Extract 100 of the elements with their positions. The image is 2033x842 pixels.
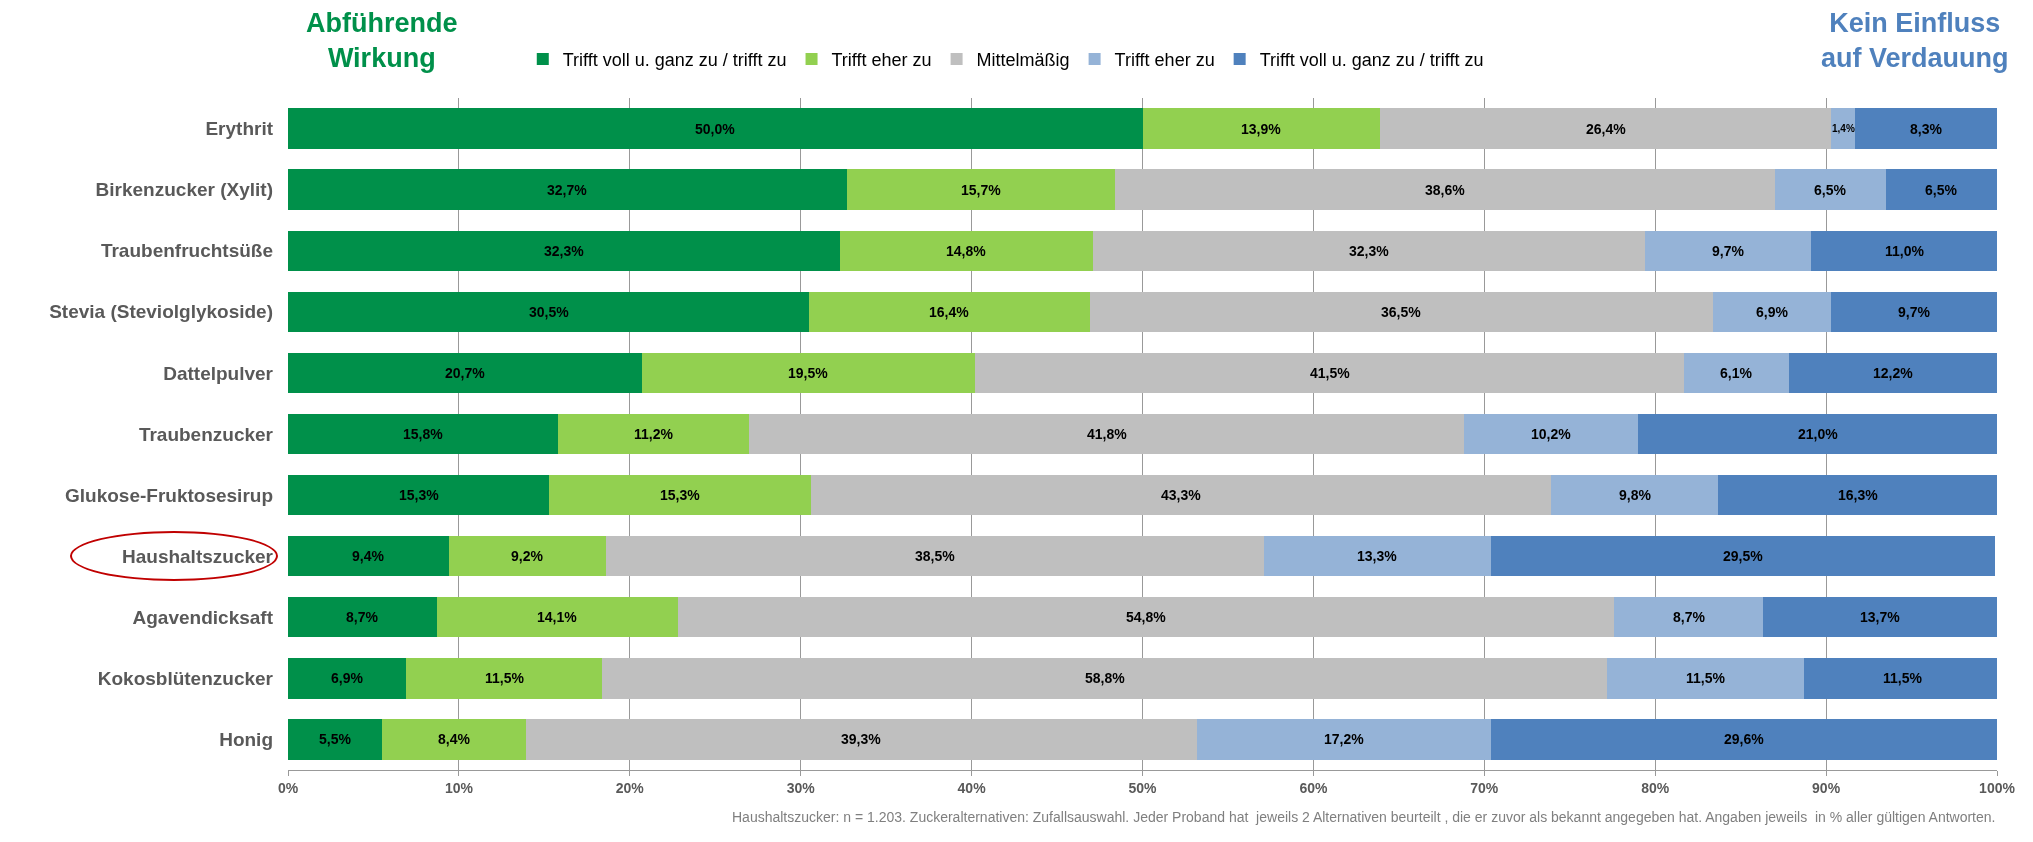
bar	[975, 352, 1685, 394]
x-tick-label: 0%	[277, 779, 299, 796]
data-label: 6,5%	[1925, 182, 1958, 198]
x-tick-label: 20%	[615, 779, 645, 796]
bar	[288, 597, 437, 638]
y-tick-label: Stevia (Steviolglykoside)	[49, 301, 273, 323]
data-label: 11,2%	[634, 426, 674, 442]
data-label: 6,9%	[331, 670, 364, 686]
bar	[549, 474, 811, 516]
data-label: 8,4%	[438, 731, 471, 747]
bar	[1380, 108, 1832, 149]
data-label: 9,7%	[1712, 243, 1745, 259]
data-label: 14,8%	[946, 243, 987, 259]
y-tick-label: Haushaltszucker	[121, 545, 274, 567]
bar	[1197, 719, 1492, 760]
y-tick-label: Dattelpulver	[163, 362, 274, 384]
data-label: 9,2%	[511, 548, 544, 564]
data-label: 15,7%	[961, 182, 1002, 198]
x-tick-label: 90%	[1812, 779, 1841, 796]
data-label: 54,8%	[1126, 609, 1167, 625]
data-label: 39,3%	[841, 731, 882, 747]
legend-label: Trifft voll u. ganz zu / trifft zu	[562, 50, 787, 71]
data-label: 8,7%	[1673, 609, 1706, 625]
data-label: 8,3%	[1910, 121, 1943, 137]
text: Abführende Wirkung	[306, 8, 458, 74]
bar	[810, 474, 1551, 516]
x-tick-label: 30%	[786, 779, 816, 796]
bar	[602, 658, 1608, 699]
data-label: 13,3%	[1357, 548, 1398, 564]
text: Haushaltszucker: n = 1.203. Zuckeralternativen: Zufallsauswahl. Jeder Proband hat jeweils 2 Alternativen beurteilt , die er zuvor als bekannt angegeben hat. Angaben jeweils in % aller gültigen Antworten.	[732, 809, 1996, 825]
bar	[288, 108, 1143, 149]
data-label: 15,3%	[399, 487, 440, 503]
y-tick-label: Erythrit	[205, 118, 274, 140]
bar	[840, 230, 1093, 271]
bar	[1263, 536, 1492, 577]
data-label: 41,5%	[1310, 365, 1351, 381]
bar	[382, 719, 526, 760]
data-label: 15,3%	[660, 487, 701, 503]
data-label: 32,7%	[547, 182, 588, 198]
bar	[1885, 169, 1997, 210]
bar	[558, 413, 750, 455]
bar	[1855, 108, 1997, 149]
data-label: 9,4%	[352, 548, 385, 564]
data-label: 19,5%	[788, 365, 829, 381]
data-label: 11,0%	[1885, 243, 1925, 259]
data-label: 32,3%	[544, 243, 585, 259]
bar	[1638, 413, 1997, 455]
y-tick-label: Agavendicksaft	[132, 606, 274, 628]
bar	[1718, 474, 1997, 516]
data-label: 11,5%	[1883, 670, 1923, 686]
data-label: 6,5%	[1814, 182, 1847, 198]
data-label: 36,5%	[1381, 304, 1422, 320]
x-tick-label: 40%	[957, 779, 987, 796]
bar	[288, 658, 406, 699]
data-label: 13,7%	[1860, 609, 1901, 625]
bar	[749, 413, 1464, 455]
y-tick-label: Honig	[219, 729, 273, 751]
y-tick-label: Glukose-Fruktosesirup	[65, 484, 273, 506]
data-label: 41,8%	[1087, 426, 1128, 442]
data-label: 6,9%	[1756, 304, 1789, 320]
x-tick-label: 70%	[1470, 779, 1499, 796]
data-label: 9,7%	[1898, 304, 1931, 320]
data-label: 50,0%	[695, 121, 736, 137]
bar	[288, 536, 449, 577]
bar	[1491, 536, 1996, 577]
data-label: 29,6%	[1724, 731, 1765, 747]
bar	[525, 719, 1198, 760]
data-label: 1,4%	[1832, 123, 1855, 134]
bar	[677, 597, 1615, 638]
legend-label: Mittelmäßig	[976, 50, 1070, 71]
data-label: 26,4%	[1586, 121, 1627, 137]
bar	[1762, 597, 1997, 638]
data-label: 14,1%	[537, 609, 578, 625]
data-label: 38,5%	[915, 548, 956, 564]
bar	[1142, 108, 1381, 149]
bar	[641, 352, 976, 394]
bar	[1810, 230, 1997, 271]
y-tick-label: Kokosblütenzucker	[97, 668, 274, 690]
bar	[436, 597, 678, 638]
bar	[1115, 169, 1775, 210]
bar	[1092, 230, 1645, 271]
bar	[1614, 597, 1763, 638]
y-tick-label: Birkenzucker (Xylit)	[95, 179, 273, 201]
data-label: 30,5%	[529, 304, 570, 320]
data-label: 8,7%	[346, 609, 379, 625]
bar	[605, 536, 1264, 577]
data-label: 5,5%	[319, 731, 352, 747]
bar	[288, 169, 847, 210]
data-label: 12,2%	[1873, 365, 1914, 381]
bar	[288, 352, 642, 394]
data-label: 11,5%	[1686, 670, 1726, 686]
data-label: 20,7%	[445, 365, 486, 381]
data-label: 15,8%	[403, 426, 444, 442]
bar	[1831, 291, 1997, 332]
data-label: 16,4%	[929, 304, 970, 320]
data-label: 21,0%	[1798, 426, 1839, 442]
bar	[1491, 719, 1997, 760]
data-label: 9,8%	[1619, 487, 1652, 503]
data-label: 38,6%	[1425, 182, 1466, 198]
data-label: 43,3%	[1161, 487, 1202, 503]
